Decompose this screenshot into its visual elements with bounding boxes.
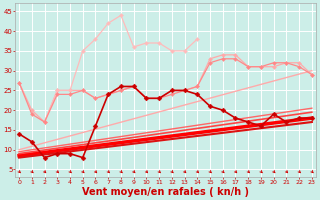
X-axis label: Vent moyen/en rafales ( kn/h ): Vent moyen/en rafales ( kn/h ) <box>82 187 249 197</box>
